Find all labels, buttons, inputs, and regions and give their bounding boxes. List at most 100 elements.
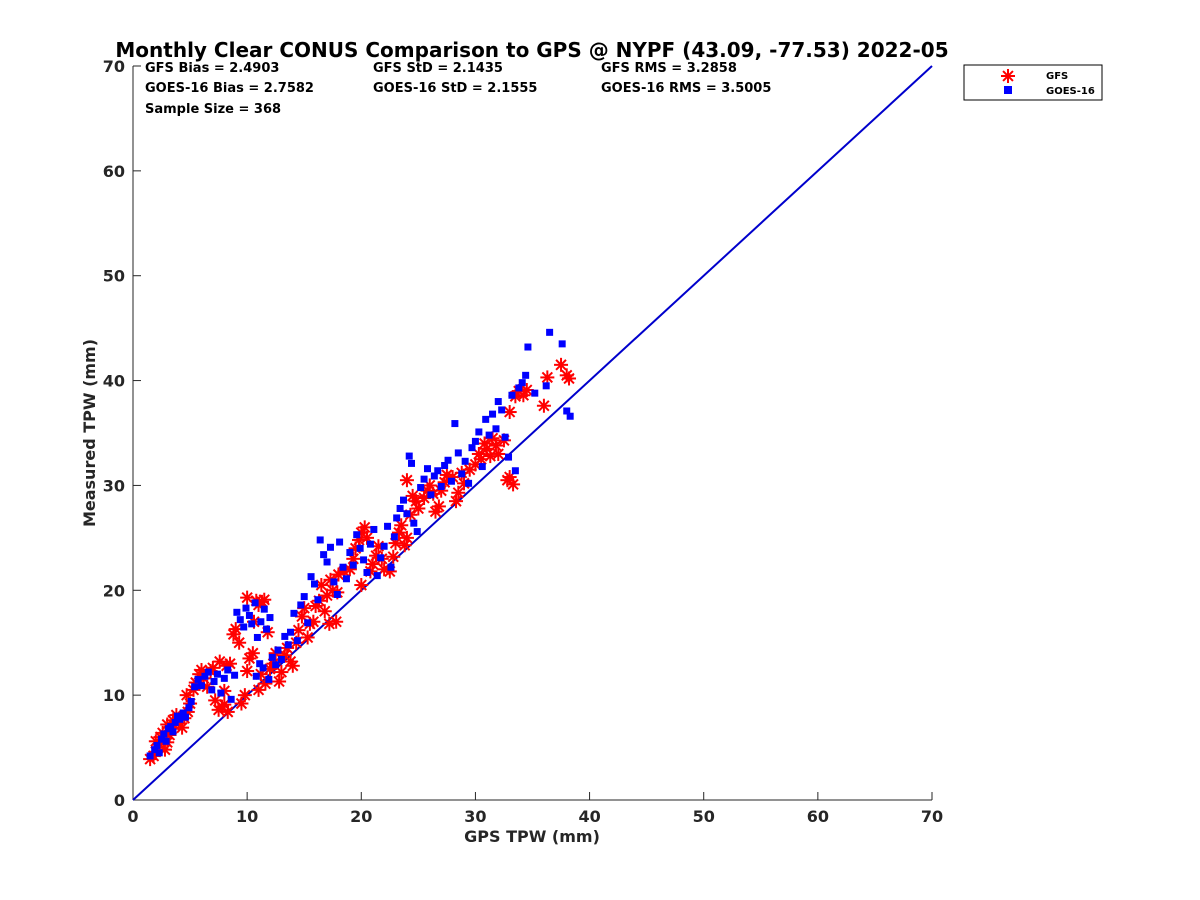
goes16-point [366,540,374,548]
goes16-point [272,661,280,669]
y-tick-label: 70 [103,57,125,76]
y-axis-label: Measured TPW (mm) [80,339,99,527]
goes16-point [413,528,421,536]
goes16-point [259,664,267,672]
goes16-point [260,605,268,613]
axes-group [132,65,933,801]
goes16-point [444,456,452,464]
goes16-point [201,672,209,680]
gfs-point [536,398,551,413]
goes16-point [253,633,261,641]
goes16-point [423,465,431,473]
goes16-point [403,510,411,518]
gfs-point [386,549,401,564]
gfs-point [451,485,466,500]
gfs-point [506,477,521,492]
goes16-point [333,590,341,598]
goes16-point [268,653,276,661]
goes16-point [204,668,212,676]
gfs-point [540,370,555,385]
tick-labels: 0 10 20 30 40 50 60 70 0 10 20 30 40 50 60 70 [103,57,943,826]
goes16-point [400,496,408,504]
goes16-point [326,543,334,551]
goes16-point [478,463,486,471]
gfs-point [257,592,272,607]
y-tick-label: 10 [103,686,125,705]
stat-gfs-bias: GFS Bias = 2.4903 [145,61,279,76]
goes16-point [471,437,479,445]
stat-gfs-std: GFS StD = 2.1435 [373,61,503,76]
goes16-point [297,601,305,609]
gfs-point [274,665,289,680]
x-tick-label: 40 [578,807,600,826]
goes16-point [542,382,550,390]
goes16-point [489,410,497,418]
gfs-point [220,704,235,719]
goes16-point [346,549,354,557]
legend: GFS GOES-16 [963,64,1103,101]
goes16-point [210,678,218,686]
gfs-point [431,499,446,514]
goes16-point [558,340,566,348]
gfs-point [562,371,577,386]
goes16-point [300,593,308,601]
gfs-point [232,635,247,650]
goes16-point [492,425,500,433]
goes16-point [427,491,435,499]
goes16-point [475,428,483,436]
goes16-point [522,371,530,379]
x-tick-label: 0 [127,807,138,826]
goes16-point [277,655,285,663]
goes16-point [153,741,161,749]
legend-gfs-asterisk [1001,69,1015,83]
goes16-point [176,715,184,723]
goes16-point [494,398,502,406]
y-tick-label: 60 [103,162,125,181]
goes16-point [563,407,571,415]
goes16-point [182,713,190,721]
goes16-point [393,514,401,522]
x-tick-label: 60 [807,807,829,826]
goes16-point [314,596,322,604]
goes16-point [160,730,168,738]
goes16-point [187,697,195,705]
goes16-point [437,482,445,490]
goes16-point [248,620,256,628]
goes16-point [515,384,523,392]
goes16-point [370,525,378,533]
stat-sample-size: Sample Size = 368 [145,102,281,117]
stat-gfs-rms: GFS RMS = 3.2858 [601,61,737,76]
goes16-point [151,746,159,754]
goes16-point [287,628,295,636]
goes16-point [363,568,371,576]
goes16-point [304,619,312,627]
goes16-point [171,718,179,726]
goes16-point [236,616,244,624]
gfs-point [285,658,300,673]
goes16-point [231,671,239,679]
goes16-point [240,623,248,631]
gfs-point [317,604,332,619]
y-tick-label: 0 [114,791,125,810]
goes16-point [454,449,462,457]
goes16-point [410,519,418,527]
goes16-point [420,475,428,483]
goes16-point [342,575,350,583]
gfs-point [237,688,252,703]
series-goes16 [146,328,574,760]
goes16-point [396,504,404,512]
goes16-point [498,406,506,414]
goes16-point [336,538,344,546]
goes16-point [508,391,516,399]
gfs-point [251,682,266,697]
goes16-point [468,444,476,452]
goes16-point [265,675,273,683]
gfs-point [357,520,372,535]
goes16-point [242,604,250,612]
goes16-point [356,544,364,552]
goes16-point [281,632,289,640]
y-tick-label: 40 [103,372,125,391]
goes16-point [233,608,241,616]
goes16-point [447,477,455,485]
goes16-point [434,467,442,475]
